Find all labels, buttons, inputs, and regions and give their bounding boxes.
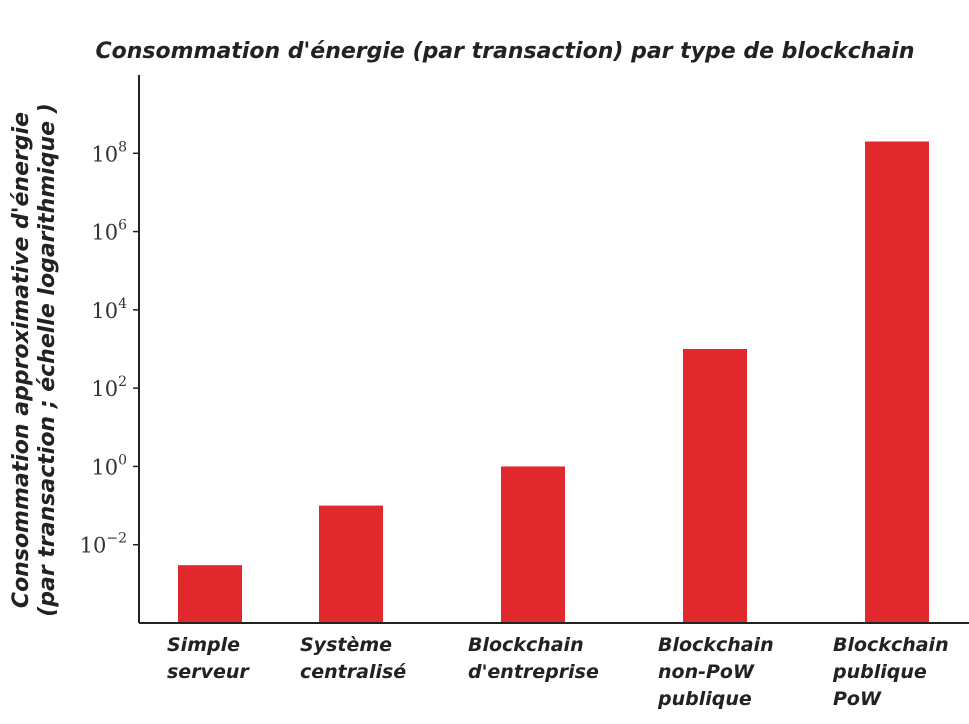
x-category-label-2: Système centralisé bbox=[300, 634, 406, 683]
y-tick-label-4: 104 bbox=[91, 296, 127, 323]
bar-1 bbox=[178, 565, 242, 623]
y-axis-ticks: 10−2 100 102 104 106 108 bbox=[80, 139, 139, 558]
y-tick-label-5: 106 bbox=[91, 218, 127, 245]
x-category-label-3: Blockchain d'entreprise bbox=[468, 634, 599, 683]
chart-title: Consommation d'énergie (par transaction)… bbox=[95, 39, 914, 64]
y-tick-label-3: 102 bbox=[91, 374, 127, 401]
y-tick-label-6: 108 bbox=[91, 139, 127, 166]
bar-4 bbox=[683, 349, 747, 623]
y-axis-label-line-1: Consommation approximative d'énergie bbox=[9, 112, 34, 608]
y-tick-label-2: 100 bbox=[91, 452, 127, 479]
bar-5 bbox=[865, 141, 929, 623]
y-axis-label: Consommation approximative d'énergie (pa… bbox=[9, 103, 60, 617]
y-axis-label-line-2: (par transaction ; échelle logarithmique… bbox=[35, 103, 60, 617]
bars bbox=[178, 141, 929, 623]
x-category-label-1: Simple serveur bbox=[167, 634, 250, 683]
bar-2 bbox=[319, 505, 383, 623]
x-category-label-5: Blockchain publique PoW bbox=[832, 634, 949, 710]
x-category-label-4: Blockchain non-PoW publique bbox=[657, 634, 774, 710]
bar-3 bbox=[501, 466, 565, 623]
y-tick-label-1: 10−2 bbox=[80, 531, 127, 558]
x-axis-categories: Simple serveur Système centralisé Blockchain… bbox=[167, 634, 949, 710]
